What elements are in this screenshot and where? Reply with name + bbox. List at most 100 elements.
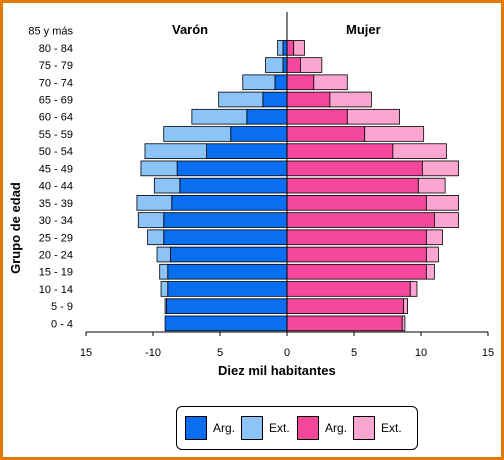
bar-female-ext-55---59 [364,126,425,142]
legend-item-female-arg: Arg. [297,415,347,441]
y-tick-label-40---44: 40 - 44 [39,181,73,193]
bar-male-ext-10---14 [160,281,169,297]
bar-male-arg-65---69 [262,91,288,108]
legend-swatch-female-ext [353,416,375,440]
bar-female-ext-0---4 [401,315,406,332]
y-tick-label-30---34: 30 - 34 [39,215,73,227]
bar-male-arg-20---24 [170,246,288,263]
bar-male-arg-75---79 [282,57,288,73]
bar-male-arg-30---34 [163,212,288,228]
x-tick-label-1: -10 [145,347,161,359]
bar-female-arg-45---49 [286,160,423,177]
legend-label-male-ext: Ext. [269,421,290,435]
bar-male-arg-80---84 [282,40,288,56]
y-tick-label-75---79: 75 - 79 [39,60,73,72]
y-tick-label-10---14: 10 - 14 [39,284,73,296]
bar-female-ext-60---64 [346,108,400,125]
x-tick-label-2: 5 [217,347,223,359]
legend: Arg. Ext. Arg. Ext. [176,406,418,450]
bar-male-arg-45---49 [176,160,288,177]
bar-male-arg-70---74 [274,74,288,91]
bar-female-arg-40---44 [286,177,419,194]
bar-male-arg-55---59 [230,126,288,142]
bar-female-ext-80---84 [293,40,305,56]
bar-male-ext-20---24 [156,246,171,263]
legend-label-female-ext: Ext. [381,421,402,435]
bar-female-arg-0---4 [286,315,403,332]
bar-female-ext-10---14 [409,281,418,297]
bar-male-ext-70---74 [242,74,276,91]
bar-male-ext-45---49 [140,160,178,177]
bar-female-ext-5---9 [403,298,408,314]
bar-female-arg-30---34 [286,212,435,228]
bar-male-arg-0---4 [164,315,288,332]
bar-male-arg-5---9 [165,298,288,314]
y-tick-label-25---29: 25 - 29 [39,232,73,244]
y-tick-label-15---19: 15 - 19 [39,267,73,279]
bar-female-arg-35---39 [286,195,427,211]
bar-male-ext-65---69 [218,91,264,108]
y-tick-label-50---54: 50 - 54 [39,146,73,158]
bar-male-arg-10---14 [167,281,288,297]
bar-male-ext-15---19 [159,263,169,280]
y-tick-label-0---4: 0 - 4 [51,318,73,330]
bar-female-arg-80---84 [286,40,295,56]
bar-female-arg-65---69 [286,91,331,108]
bar-male-arg-50---54 [206,143,288,159]
bar-male-ext-25---29 [147,229,165,246]
bar-female-arg-55---59 [286,126,366,142]
y-tick-label-60---64: 60 - 64 [39,112,73,124]
bar-female-arg-10---14 [286,281,411,297]
legend-label-male-arg: Arg. [213,421,236,435]
x-tick-label-6: 15 [482,347,494,359]
bar-male-ext-40---44 [153,177,181,194]
bar-female-ext-30---34 [433,212,459,228]
bar-female-arg-75---79 [286,57,301,73]
y-tick-label-35---39: 35 - 39 [39,198,73,210]
bar-female-ext-25---29 [425,229,443,246]
bar-female-arg-60---64 [286,108,348,125]
title-female: Mujer [346,22,381,37]
bar-female-arg-15---19 [286,263,427,280]
bar-female-ext-40---44 [417,177,446,194]
y-tick-label-55---59: 55 - 59 [39,129,73,141]
bar-female-ext-45---49 [421,160,459,177]
bar-female-arg-20---24 [286,246,427,263]
bar-male-arg-25---29 [163,229,288,246]
bar-male-arg-35---39 [171,195,288,211]
y-tick-label-65---69: 65 - 69 [39,95,73,107]
x-tick-label-4: 5 [351,347,357,359]
bar-male-ext-5---9 [164,298,167,314]
bar-male-arg-40---44 [179,177,288,194]
y-tick-label-5---9: 5 - 9 [51,301,73,313]
bar-female-ext-15---19 [425,263,435,280]
title-male: Varón [172,22,208,37]
bar-female-ext-20---24 [425,246,439,263]
bar-male-ext-50---54 [144,143,208,159]
bar-male-ext-55---59 [163,126,232,142]
legend-item-male-arg: Arg. [185,415,235,441]
x-axis-title: Diez mil habitantes [218,363,336,378]
y-tick-label-85-y-ms: 85 y más [28,26,73,38]
legend-item-male-ext: Ext. [241,415,290,441]
bar-female-arg-25---29 [286,229,427,246]
bar-male-ext-30---34 [137,212,165,228]
legend-swatch-male-ext [241,416,263,440]
bar-male-ext-80---84 [277,40,284,56]
bar-male-ext-75---79 [265,57,284,73]
y-tick-label-45---49: 45 - 49 [39,163,73,175]
bar-female-ext-50---54 [392,143,447,159]
bar-female-ext-35---39 [425,195,459,211]
bar-female-ext-65---69 [329,91,372,108]
bar-male-ext-60---64 [191,108,248,125]
legend-label-female-arg: Arg. [325,421,348,435]
legend-swatch-female-arg [297,416,319,440]
bar-male-arg-60---64 [246,108,288,125]
x-tick-label-5: 10 [415,347,427,359]
bars-layer [136,40,459,332]
bar-female-ext-70---74 [313,74,348,91]
bar-female-arg-70---74 [286,74,315,91]
bar-male-arg-15---19 [167,263,288,280]
bar-female-arg-5---9 [286,298,404,314]
